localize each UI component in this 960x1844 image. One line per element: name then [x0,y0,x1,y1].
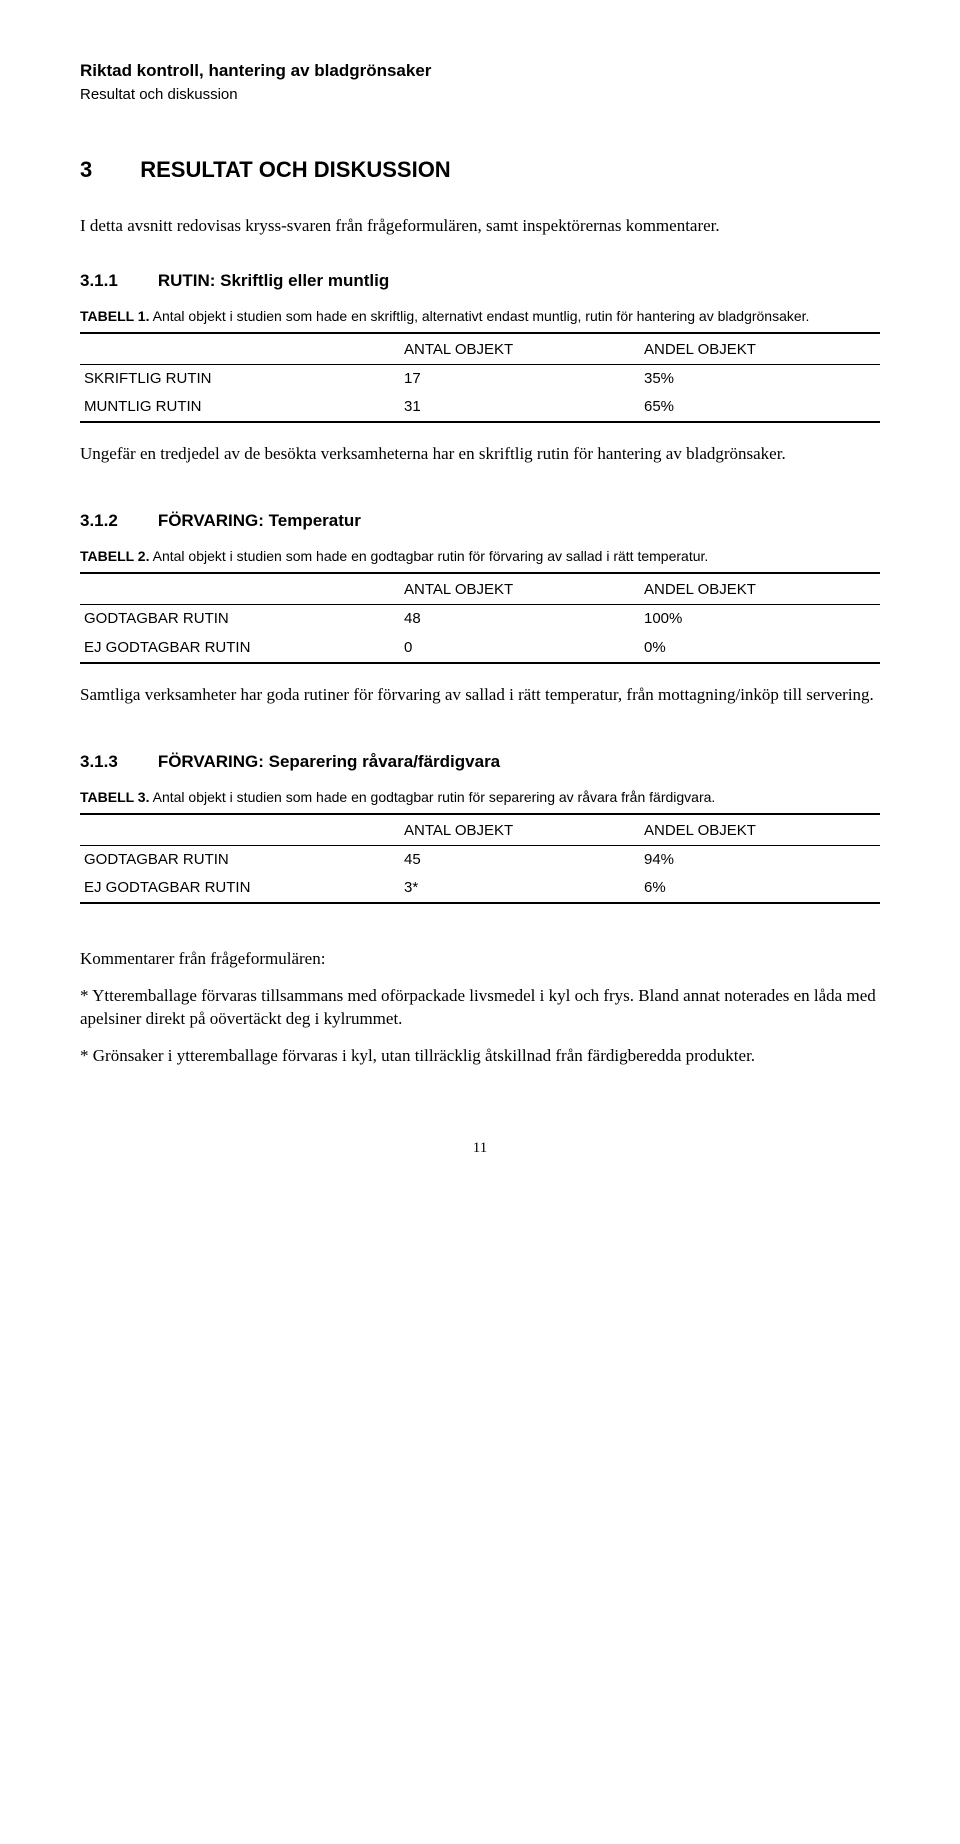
cell: 6% [640,874,880,903]
subsection-heading: 3.1.2 FÖRVARING: Temperatur [80,510,880,533]
doc-header-title: Riktad kontroll, hantering av bladgrönsa… [80,60,880,83]
table-311: ANTAL OBJEKT ANDEL OBJEKT SKRIFTLIG RUTI… [80,332,880,424]
subsection-title: FÖRVARING: Separering råvara/färdigvara [158,751,500,774]
section-num: 3 [80,155,92,185]
subsection-num: 3.1.1 [80,270,118,293]
col-header: ANDEL OBJEKT [640,573,880,605]
cell: 94% [640,845,880,874]
caption-label: TABELL 2. [80,548,150,564]
caption-text: Antal objekt i studien som hade en skrif… [153,308,810,324]
paragraph: Samtliga verksamheter har goda rutiner f… [80,684,880,707]
row-label: EJ GODTAGBAR RUTIN [80,634,400,663]
table-caption: TABELL 3. Antal objekt i studien som had… [80,788,880,807]
cell: 31 [400,393,640,422]
comment-item: * Ytteremballage förvaras tillsammans me… [80,985,880,1031]
subsection-title: RUTIN: Skriftlig eller muntlig [158,270,389,293]
cell: 35% [640,364,880,393]
subsection-heading: 3.1.3 FÖRVARING: Separering råvara/färdi… [80,751,880,774]
col-header: ANDEL OBJEKT [640,814,880,846]
comment-item: * Grönsaker i ytteremballage förvaras i … [80,1045,880,1068]
section-heading: 3 RESULTAT OCH DISKUSSION [80,155,880,185]
paragraph: Ungefär en tredjedel av de besökta verks… [80,443,880,466]
subsection-heading: 3.1.1 RUTIN: Skriftlig eller muntlig [80,270,880,293]
subsection-312: 3.1.2 FÖRVARING: Temperatur TABELL 2. An… [80,510,880,707]
table-312: ANTAL OBJEKT ANDEL OBJEKT GODTAGBAR RUTI… [80,572,880,664]
cell: 17 [400,364,640,393]
subsection-num: 3.1.2 [80,510,118,533]
table-caption: TABELL 2. Antal objekt i studien som had… [80,547,880,566]
row-label: GODTAGBAR RUTIN [80,845,400,874]
cell: 0% [640,634,880,663]
row-label: EJ GODTAGBAR RUTIN [80,874,400,903]
caption-text: Antal objekt i studien som hade en godta… [153,789,716,805]
table-caption: TABELL 1. Antal objekt i studien som had… [80,307,880,326]
page-number: 11 [80,1138,880,1158]
col-header: ANTAL OBJEKT [400,573,640,605]
row-label: MUNTLIG RUTIN [80,393,400,422]
row-label: SKRIFTLIG RUTIN [80,364,400,393]
cell: 48 [400,605,640,634]
comments-heading: Kommentarer från frågeformulären: [80,948,880,971]
cell: 45 [400,845,640,874]
cell: 100% [640,605,880,634]
table-313: ANTAL OBJEKT ANDEL OBJEKT GODTAGBAR RUTI… [80,813,880,905]
caption-text: Antal objekt i studien som hade en godta… [153,548,709,564]
doc-header-sub: Resultat och diskussion [80,85,880,105]
subsection-title: FÖRVARING: Temperatur [158,510,361,533]
col-header: ANTAL OBJEKT [400,333,640,365]
subsection-311: 3.1.1 RUTIN: Skriftlig eller muntlig TAB… [80,270,880,467]
col-header: ANDEL OBJEKT [640,333,880,365]
subsection-num: 3.1.3 [80,751,118,774]
cell: 65% [640,393,880,422]
caption-label: TABELL 1. [80,308,150,324]
cell: 3* [400,874,640,903]
intro-paragraph: I detta avsnitt redovisas kryss-svaren f… [80,215,880,238]
row-label: GODTAGBAR RUTIN [80,605,400,634]
caption-label: TABELL 3. [80,789,150,805]
subsection-313: 3.1.3 FÖRVARING: Separering råvara/färdi… [80,751,880,905]
cell: 0 [400,634,640,663]
section-title: RESULTAT OCH DISKUSSION [140,155,450,185]
col-header: ANTAL OBJEKT [400,814,640,846]
